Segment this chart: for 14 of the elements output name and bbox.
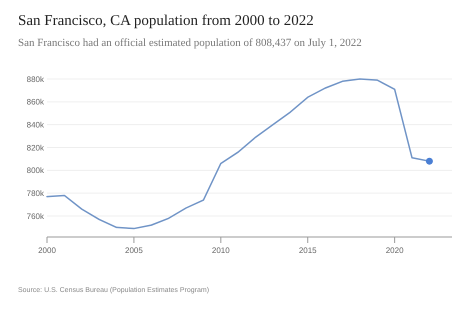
y-tick-label: 760k bbox=[26, 212, 45, 221]
y-tick-label: 860k bbox=[26, 98, 45, 107]
x-tick-label: 2000 bbox=[38, 246, 56, 255]
y-tick-label: 800k bbox=[26, 166, 45, 176]
x-tick-label: 2020 bbox=[386, 246, 404, 255]
chart-subtitle: San Francisco had an official estimated population of 808,437 on July 1, 2022 bbox=[18, 37, 362, 49]
y-tick-label: 780k bbox=[26, 188, 45, 198]
y-tick-label: 820k bbox=[26, 143, 45, 152]
x-tick-label: 2010 bbox=[212, 246, 230, 255]
chart-title: San Francisco, CA population from 2000 to 2022 bbox=[18, 13, 314, 29]
y-tick-label: 880k bbox=[26, 74, 45, 84]
x-tick-label: 2015 bbox=[298, 246, 318, 255]
x-tick-label: 2005 bbox=[125, 246, 144, 255]
y-tick-label: 840k bbox=[26, 120, 45, 130]
